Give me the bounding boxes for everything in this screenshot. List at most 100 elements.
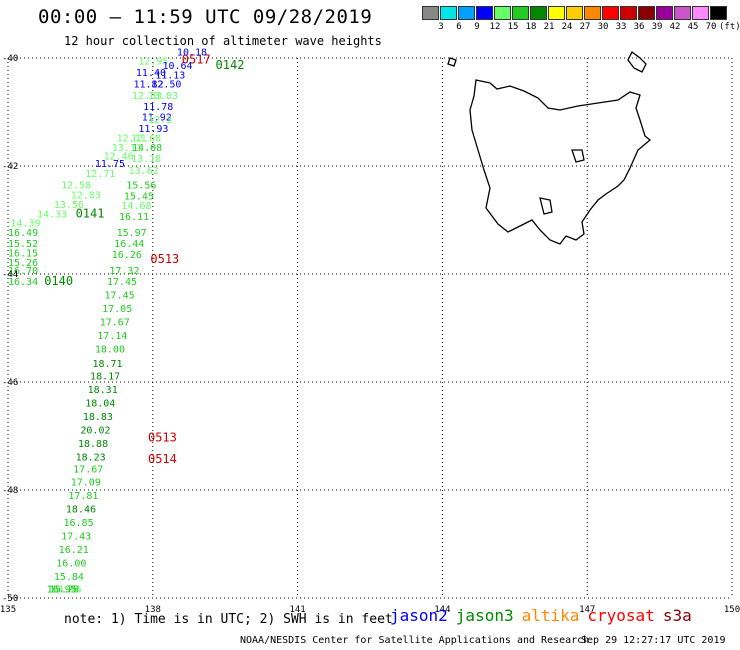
wave-height-value: 10.18 [177,47,207,58]
colorbar-swatch [584,6,601,20]
wave-height-value: 15.78 [49,585,79,596]
y-tick-label: -40 [2,54,18,64]
wave-height-value: 17.45 [105,290,135,301]
wave-height-value: 12.68 [131,134,161,145]
colorbar-label: 30 [597,22,609,32]
wave-height-value: 12.95 [138,56,168,67]
wave-height-value: 17.09 [71,478,101,489]
wave-height-value: 16.00 [56,559,86,570]
wave-height-value: 18.23 [76,452,106,463]
tasmania-outline [469,79,652,245]
wave-height-value: 17.81 [68,491,98,502]
colorbar-swatch [476,6,493,20]
colorbar-swatch [620,6,637,20]
colorbar-label: 33 [615,22,627,32]
wave-height-value: 17.45 [107,277,137,288]
wave-height-value: 16.95 [47,585,77,596]
wave-height-value: 15.52 [8,239,38,250]
satellite-legend: jason2 jason3 altika cryosat s3a [390,606,700,625]
wave-height-value: 12.50 [151,80,181,91]
colorbar-label: 36 [633,22,645,32]
wave-height-value: 18.83 [83,412,113,423]
wave-height-value: 10.64 [162,61,192,72]
legend-satellite-jason2: jason2 [390,606,448,625]
track-time-label: 0142 [216,58,245,72]
colorbar-swatch [710,6,727,20]
y-tick-label: -44 [2,270,18,280]
colorbar-label: 24 [561,22,573,32]
wave-height-value: 13.03 [148,91,178,102]
y-tick-label: -46 [2,378,18,388]
wave-height-value: 11.13 [155,71,185,82]
wave-height-value: 16.49 [8,228,38,239]
wave-height-value: 15.84 [54,572,84,583]
wave-height-value: 12.46 [104,152,134,163]
wave-height-value: 16.44 [114,239,144,250]
colorbar-label: 39 [651,22,663,32]
legend-satellite-cryosat: cryosat [587,606,655,625]
wave-height-value: 16.15 [8,249,38,260]
credit-text: NOAA/NESDIS Center for Satellite Applica… [240,635,590,646]
wave-height-value: 16.85 [64,518,94,529]
wave-height-value: 18.00 [95,344,125,355]
colorbar-label: 12 [489,22,501,32]
wave-height-value: 16.21 [59,545,89,556]
chart-title: 00:00 — 11:59 UTC 09/28/2019 [38,6,373,28]
wave-height-value: 16.26 [112,250,142,261]
track-time-label: 0517 [182,52,211,66]
wave-height-value: 12.11 [117,134,147,145]
wave-height-value: 13.18 [131,154,161,165]
colorbar-label: 42 [669,22,681,32]
colorbar-swatch [494,6,511,20]
colorbar-label: 45 [687,22,699,32]
colorbar-label: 15 [507,22,519,32]
wave-height-value: 11.93 [138,124,168,135]
wave-height-value: 16.70 [8,266,38,277]
track-time-label: 0513 [150,252,179,266]
wave-height-value: 12.33 [132,91,162,102]
colorbar-label: 21 [543,22,555,32]
colorbar-label: 70 [705,22,717,32]
x-tick-label: 135 [0,605,16,615]
track-time-label: 0514 [148,452,177,466]
legend-satellite-s3a: s3a [662,606,692,625]
flinders-island [627,51,647,73]
colorbar-swatch [422,6,439,20]
wave-height-value: 16.34 [8,277,38,288]
wave-height-value: 11.75 [95,159,125,170]
x-tick-label: 147 [579,605,595,615]
colorbar-label: 27 [579,22,591,32]
lake-shape-2 [539,197,553,215]
grid-lines [7,57,733,599]
colorbar-swatch [566,6,583,20]
wave-height-value: 18.31 [88,385,118,396]
wave-height-value: 12.58 [61,181,91,192]
colorbar-label: 18 [525,22,537,32]
timestamp-text: Sep 29 12:27:17 UTC 2019 [581,635,726,646]
wave-height-value: 17.67 [100,317,130,328]
colorbar-swatch [656,6,673,20]
colorbar-label: 9 [474,22,480,32]
wave-height-value: 17.05 [102,304,132,315]
wave-height-value: 17.14 [97,331,127,342]
wave-height-value: 13.11 [112,143,142,154]
wave-height-value: 15.97 [117,228,147,239]
wave-height-value: 17.67 [73,465,103,476]
wave-height-value: 12.83 [71,190,101,201]
wave-height-value: 14.39 [10,218,40,229]
colorbar-label: 6 [456,22,462,32]
colorbar-label: 3 [438,22,444,32]
colorbar-swatch [602,6,619,20]
x-tick-label: 141 [289,605,305,615]
wave-height-value: 15.45 [124,191,154,202]
wave-height-value: 18.88 [78,439,108,450]
wave-height-value: 20.02 [80,425,110,436]
legend-satellite-jason3: jason3 [455,606,514,625]
x-tick-label: 144 [434,605,450,615]
wave-height-value: 12.71 [85,169,115,180]
wave-height-value: 16.11 [119,212,149,223]
wave-height-value: 12.3 [148,115,172,126]
colorbar-swatch [638,6,655,20]
wave-height-value: 18.17 [90,371,120,382]
